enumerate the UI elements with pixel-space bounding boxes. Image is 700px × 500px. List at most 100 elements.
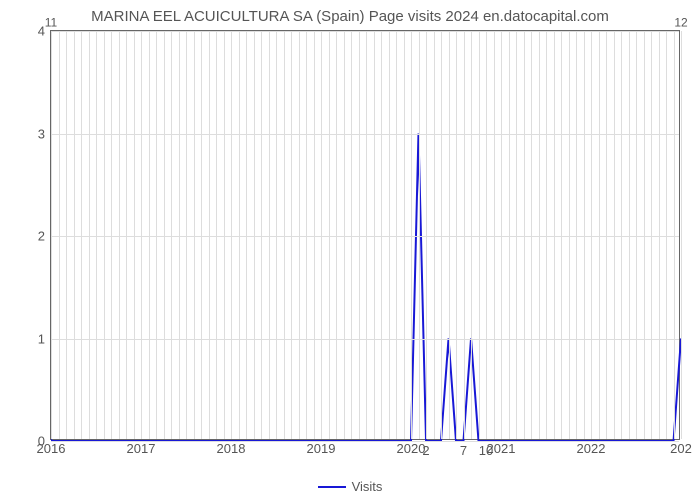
gridline-v-minor bbox=[674, 31, 675, 439]
gridline-v-minor bbox=[441, 31, 442, 439]
gridline-v-minor bbox=[201, 31, 202, 439]
gridline-v-minor bbox=[509, 31, 510, 439]
gridline-v-minor bbox=[126, 31, 127, 439]
gridline-v-minor bbox=[119, 31, 120, 439]
gridline-v-minor bbox=[366, 31, 367, 439]
gridline-v-minor bbox=[396, 31, 397, 439]
gridline-v-major bbox=[51, 31, 52, 439]
gridline-v-minor bbox=[171, 31, 172, 439]
gridline-v-minor bbox=[74, 31, 75, 439]
gridline-v-minor bbox=[621, 31, 622, 439]
gridline-v-minor bbox=[629, 31, 630, 439]
gridline-v-major bbox=[501, 31, 502, 439]
gridline-v-minor bbox=[156, 31, 157, 439]
gridline-v-minor bbox=[344, 31, 345, 439]
gridline-v-minor bbox=[269, 31, 270, 439]
gridline-v-minor bbox=[404, 31, 405, 439]
gridline-h bbox=[51, 339, 679, 340]
top-tick-right: 12 bbox=[674, 16, 687, 30]
gridline-v-minor bbox=[209, 31, 210, 439]
gridline-v-minor bbox=[471, 31, 472, 439]
gridline-v-minor bbox=[104, 31, 105, 439]
gridline-h bbox=[51, 236, 679, 237]
gridline-v-minor bbox=[306, 31, 307, 439]
gridline-v-minor bbox=[299, 31, 300, 439]
gridline-h bbox=[51, 31, 679, 32]
gridline-v-minor bbox=[314, 31, 315, 439]
gridline-v-major bbox=[321, 31, 322, 439]
x-tick-label-right-partial: 202 bbox=[670, 441, 692, 456]
y-tick-label: 2 bbox=[38, 229, 45, 244]
gridline-v-minor bbox=[134, 31, 135, 439]
gridline-v-minor bbox=[569, 31, 570, 439]
gridline-v-minor bbox=[614, 31, 615, 439]
legend: Visits bbox=[0, 478, 700, 494]
legend-swatch bbox=[318, 486, 346, 488]
gridline-v-minor bbox=[524, 31, 525, 439]
gridline-v-minor bbox=[554, 31, 555, 439]
x-tick-label: 2022 bbox=[577, 441, 606, 456]
gridline-v-minor bbox=[194, 31, 195, 439]
gridline-v-minor bbox=[239, 31, 240, 439]
x-tick-label: 2020 bbox=[397, 441, 426, 456]
figure: MARINA EEL ACUICULTURA SA (Spain) Page v… bbox=[0, 0, 700, 500]
x-tick-label: 2018 bbox=[217, 441, 246, 456]
gridline-v-minor bbox=[359, 31, 360, 439]
gridline-v-minor bbox=[636, 31, 637, 439]
gridline-v-minor bbox=[254, 31, 255, 439]
y-tick-label: 1 bbox=[38, 331, 45, 346]
chart-title: MARINA EEL ACUICULTURA SA (Spain) Page v… bbox=[0, 8, 700, 25]
gridline-v-minor bbox=[449, 31, 450, 439]
gridline-v-minor bbox=[246, 31, 247, 439]
gridline-v-minor bbox=[186, 31, 187, 439]
plot-area: 0123420162017201820192020202120222021112… bbox=[50, 30, 680, 440]
x-tick-label: 2017 bbox=[127, 441, 156, 456]
gridline-v-minor bbox=[494, 31, 495, 439]
gridline-v-major bbox=[591, 31, 592, 439]
gridline-v-minor bbox=[59, 31, 60, 439]
y-tick-label: 3 bbox=[38, 126, 45, 141]
gridline-v-minor bbox=[284, 31, 285, 439]
gridline-v-minor bbox=[434, 31, 435, 439]
gridline-v-minor bbox=[381, 31, 382, 439]
gridline-v-minor bbox=[464, 31, 465, 439]
gridline-v-minor bbox=[351, 31, 352, 439]
gridline-v-minor bbox=[606, 31, 607, 439]
gridline-v-minor bbox=[261, 31, 262, 439]
gridline-v-minor bbox=[111, 31, 112, 439]
gridline-v-minor bbox=[651, 31, 652, 439]
gridline-v-minor bbox=[659, 31, 660, 439]
gridline-v-minor bbox=[89, 31, 90, 439]
gridline-v-minor bbox=[561, 31, 562, 439]
gridline-v-minor bbox=[276, 31, 277, 439]
gridline-v-minor bbox=[531, 31, 532, 439]
gridline-v-minor bbox=[516, 31, 517, 439]
gridline-v-minor bbox=[546, 31, 547, 439]
gridline-v-minor bbox=[486, 31, 487, 439]
gridline-v-minor bbox=[291, 31, 292, 439]
gridline-v-minor bbox=[164, 31, 165, 439]
gridline-v-minor bbox=[96, 31, 97, 439]
gridline-v-minor bbox=[599, 31, 600, 439]
gridline-v-minor bbox=[419, 31, 420, 439]
gridline-v-minor bbox=[644, 31, 645, 439]
gridline-v-major bbox=[411, 31, 412, 439]
gridline-v-minor bbox=[426, 31, 427, 439]
gridline-v-minor bbox=[374, 31, 375, 439]
x-tick-label: 2016 bbox=[37, 441, 66, 456]
gridline-v-minor bbox=[66, 31, 67, 439]
gridline-v-minor bbox=[81, 31, 82, 439]
top-tick-left: 11 bbox=[45, 16, 57, 30]
legend-label: Visits bbox=[352, 479, 383, 494]
gridline-h bbox=[51, 134, 679, 135]
x-tick-label: 2019 bbox=[307, 441, 336, 456]
gridline-v-minor bbox=[539, 31, 540, 439]
datapoint-label: 7 bbox=[460, 443, 467, 458]
datapoint-label: 2 bbox=[422, 443, 429, 458]
gridline-v-minor bbox=[666, 31, 667, 439]
gridline-v-minor bbox=[216, 31, 217, 439]
gridline-v-minor bbox=[456, 31, 457, 439]
gridline-v-minor bbox=[149, 31, 150, 439]
gridline-v-minor bbox=[179, 31, 180, 439]
gridline-v-major bbox=[231, 31, 232, 439]
